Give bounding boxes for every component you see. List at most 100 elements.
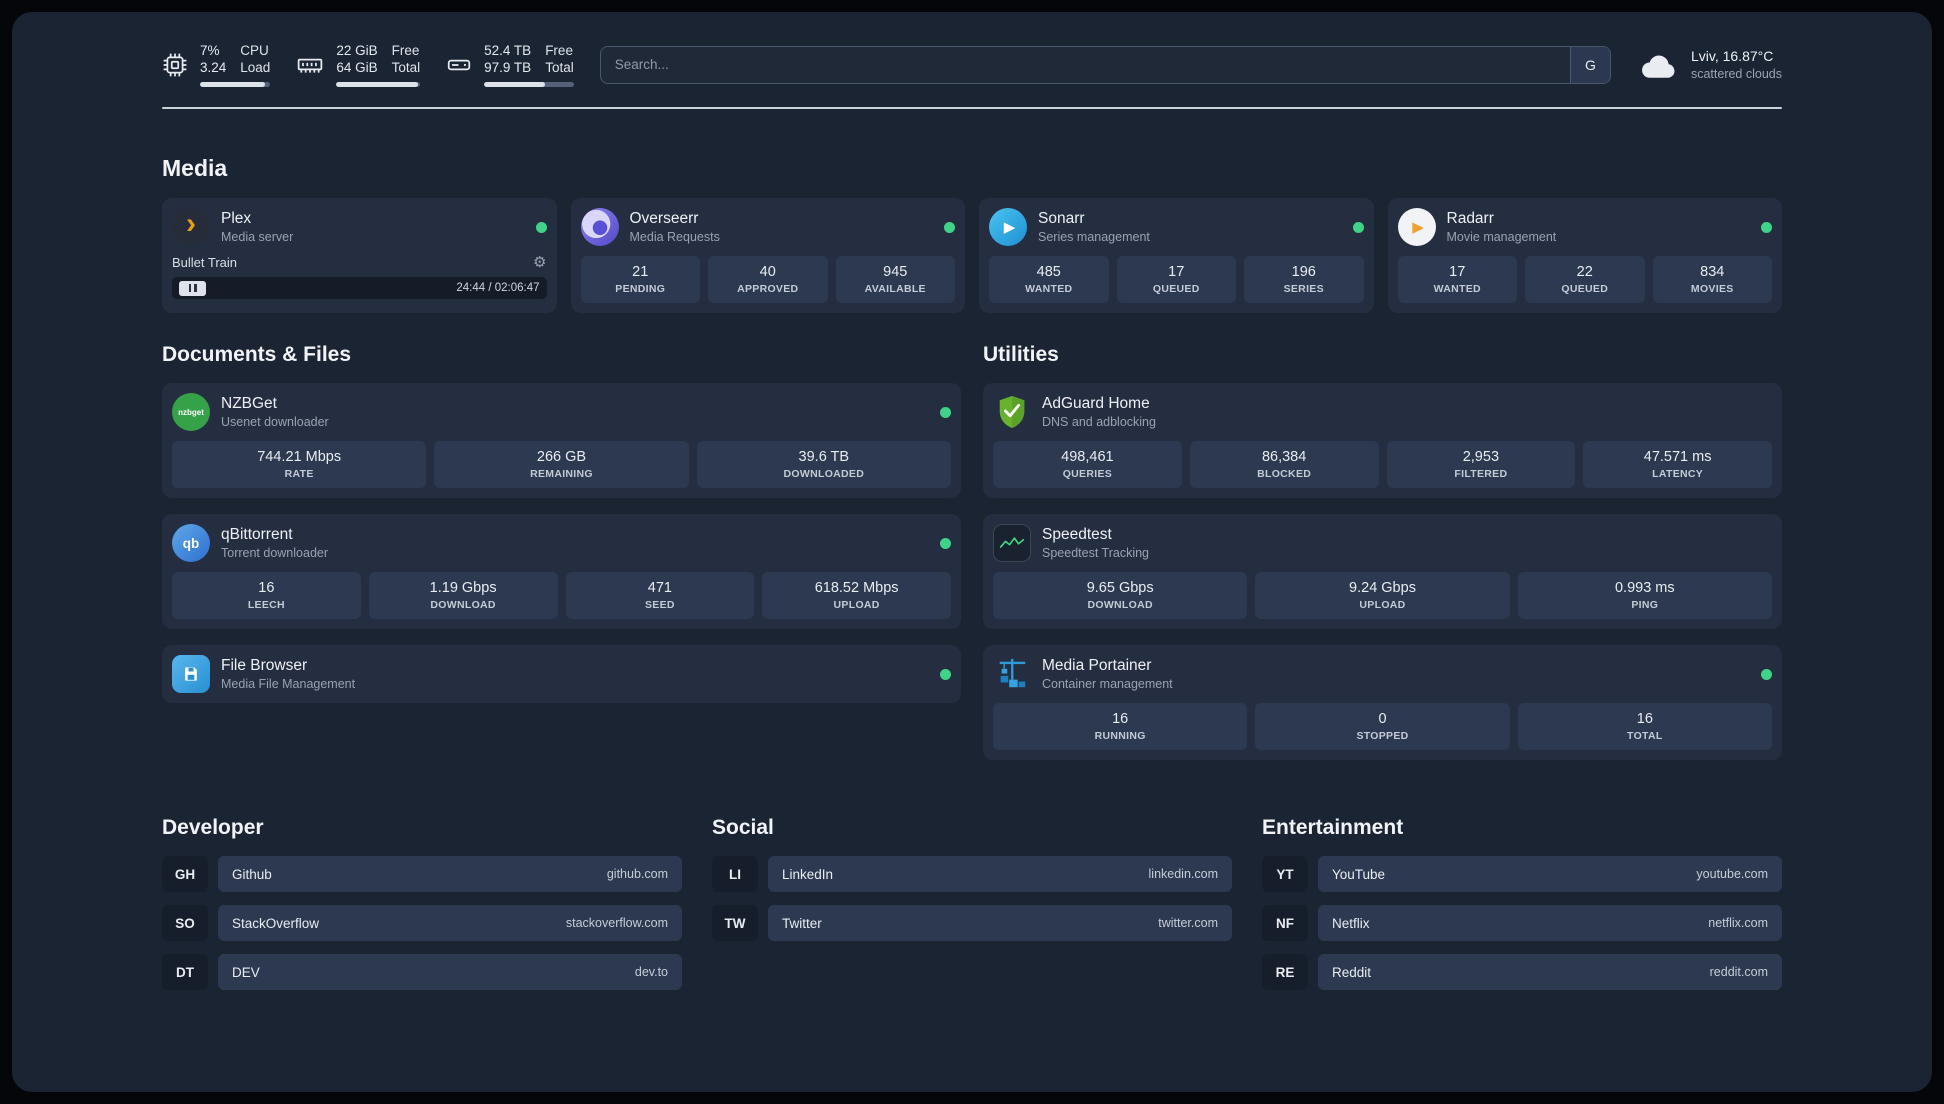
bookmark-name: Twitter xyxy=(782,915,822,931)
bookmark-group-developer: Developer GH Github github.com SO StackOv… xyxy=(162,816,682,1003)
bookmark-group-entertainment: Entertainment YT YouTube youtube.com NF N… xyxy=(1262,816,1782,1003)
stat-box: 39.6 TB DOWNLOADED xyxy=(696,441,951,488)
bookmark-url: dev.to xyxy=(634,965,668,979)
bookmark-abbr: SO xyxy=(162,905,208,941)
topbar-divider xyxy=(162,107,1782,109)
adguard-link[interactable]: AdGuard Home DNS and adblocking xyxy=(993,393,1772,431)
bookmark-netflix[interactable]: NF Netflix netflix.com xyxy=(1262,905,1782,941)
bookmark-url: github.com xyxy=(606,867,668,881)
portainer-link[interactable]: Media Portainer Container management xyxy=(993,655,1772,693)
bookmark-abbr: YT xyxy=(1262,856,1308,892)
now-playing-title: Bullet Train xyxy=(172,255,238,270)
pause-button[interactable] xyxy=(179,280,206,296)
bookmark-name: Netflix xyxy=(1332,915,1370,931)
media-grid: › Plex Media server Bullet Train ⚙ 24:44… xyxy=(162,198,1782,313)
weather-widget: Lviv, 16.87°C scattered clouds xyxy=(1637,47,1782,82)
disk-total-value: 97.9 TB xyxy=(484,60,532,75)
stat-box: 86,384 BLOCKED xyxy=(1189,441,1379,488)
service-card-qbittorrent: qb qBittorrent Torrent downloader 16 LEEC… xyxy=(162,514,961,629)
bookmark-dev[interactable]: DT DEV dev.to xyxy=(162,954,682,990)
utilities-column: Utilities xyxy=(983,343,1782,760)
stat-box: 498,461 QUERIES xyxy=(993,441,1182,488)
status-dot xyxy=(940,406,951,418)
cpu-widget: 7% 3.24 CPU Load xyxy=(162,42,271,87)
service-desc: Movie management xyxy=(1446,230,1557,244)
cpu-label: CPU xyxy=(240,43,269,58)
bookmark-stackoverflow[interactable]: SO StackOverflow stackoverflow.com xyxy=(162,905,682,941)
stat-box: 47.571 ms LATENCY xyxy=(1583,441,1772,488)
section-title-documents: Documents & Files xyxy=(162,343,352,366)
section-title-media: Media xyxy=(162,155,228,181)
cpu-progressbar xyxy=(200,82,271,87)
disk-total-label: Total xyxy=(545,60,574,75)
bookmark-name: DEV xyxy=(232,964,260,980)
memory-progressbar xyxy=(336,82,421,87)
bookmark-abbr: TW xyxy=(712,905,758,941)
bookmark-abbr: GH xyxy=(162,856,208,892)
bookmark-linkedin[interactable]: LI LinkedIn linkedin.com xyxy=(712,856,1232,892)
stat-box: 16 LEECH xyxy=(172,572,361,619)
service-desc: DNS and adblocking xyxy=(1042,415,1156,429)
stat-box: 0 STOPPED xyxy=(1255,703,1510,750)
bookmark-github[interactable]: GH Github github.com xyxy=(162,856,682,892)
service-name: NZBGet xyxy=(221,395,277,412)
service-card-plex: › Plex Media server Bullet Train ⚙ 24:44… xyxy=(162,198,557,313)
disk-progressbar xyxy=(484,82,574,87)
bookmark-name: Reddit xyxy=(1332,964,1372,980)
service-card-filebrowser: File Browser Media File Management xyxy=(162,645,961,703)
memory-icon xyxy=(296,52,324,78)
service-desc: Media File Management xyxy=(221,677,356,691)
overseerr-link[interactable]: Overseerr Media Requests xyxy=(580,208,955,246)
filebrowser-icon xyxy=(172,655,210,693)
bookmark-url: twitter.com xyxy=(1158,916,1218,930)
sonarr-link[interactable]: ▶ Sonarr Series management xyxy=(989,208,1364,246)
stat-box: 266 GB REMAINING xyxy=(434,441,689,488)
qbittorrent-icon: qb xyxy=(172,524,210,562)
service-name: Overseerr xyxy=(629,210,699,227)
speedtest-link[interactable]: Speedtest Speedtest Tracking xyxy=(993,524,1772,562)
cpu-icon xyxy=(162,52,188,78)
bookmark-name: LinkedIn xyxy=(782,866,834,882)
weather-condition: scattered clouds xyxy=(1690,67,1782,81)
playback-progress-bar: 24:44 / 02:06:47 xyxy=(172,277,547,299)
search-provider-button[interactable]: G xyxy=(1569,46,1610,83)
filebrowser-link[interactable]: File Browser Media File Management xyxy=(172,655,951,693)
service-card-adguard: AdGuard Home DNS and adblocking 498,461 Q… xyxy=(983,383,1782,498)
stat-box: 945 AVAILABLE xyxy=(835,256,955,303)
section-title-entertainment: Entertainment xyxy=(1262,816,1404,839)
speedtest-icon xyxy=(993,524,1031,562)
stat-box: 618.52 Mbps UPLOAD xyxy=(762,572,951,619)
bookmark-url: linkedin.com xyxy=(1148,867,1218,881)
service-name: File Browser xyxy=(221,657,308,674)
search-input[interactable] xyxy=(599,45,1611,84)
memory-total-value: 64 GiB xyxy=(336,60,378,75)
bookmark-twitter[interactable]: TW Twitter twitter.com xyxy=(712,905,1232,941)
radarr-link[interactable]: ▶ Radarr Movie management xyxy=(1397,208,1772,246)
stat-box: 1.19 Gbps DOWNLOAD xyxy=(368,572,558,619)
stat-box: 9.24 Gbps UPLOAD xyxy=(1255,572,1510,619)
section-title-social: Social xyxy=(712,816,774,839)
documents-column: Documents & Files nzbget NZBGet Usenet d… xyxy=(162,343,961,760)
service-name: Radarr xyxy=(1446,210,1494,227)
bookmark-name: YouTube xyxy=(1332,866,1386,882)
disk-free-value: 52.4 TB xyxy=(484,43,532,58)
bookmark-url: youtube.com xyxy=(1696,867,1768,881)
bookmark-reddit[interactable]: RE Reddit reddit.com xyxy=(1262,954,1782,990)
bookmark-youtube[interactable]: YT YouTube youtube.com xyxy=(1262,856,1782,892)
bookmark-abbr: DT xyxy=(162,954,208,990)
service-name: qBittorrent xyxy=(221,526,293,543)
service-desc: Container management xyxy=(1042,677,1173,691)
nzbget-link[interactable]: nzbget NZBGet Usenet downloader xyxy=(172,393,951,431)
service-name: Speedtest xyxy=(1042,526,1112,543)
gear-icon[interactable]: ⚙ xyxy=(533,254,547,271)
plex-link[interactable]: › Plex Media server xyxy=(172,208,547,246)
bookmark-name: Github xyxy=(232,866,272,882)
cpu-loadavg: 3.24 xyxy=(200,60,227,75)
service-card-nzbget: nzbget NZBGet Usenet downloader 744.21 M… xyxy=(162,383,961,498)
qbittorrent-link[interactable]: qb qBittorrent Torrent downloader xyxy=(172,524,951,562)
status-dot xyxy=(1761,221,1772,233)
section-title-utilities: Utilities xyxy=(983,343,1059,366)
service-name: Media Portainer xyxy=(1042,657,1152,674)
memory-widget: 22 GiB 64 GiB Free Total xyxy=(296,42,421,87)
plex-icon: › xyxy=(172,208,210,246)
